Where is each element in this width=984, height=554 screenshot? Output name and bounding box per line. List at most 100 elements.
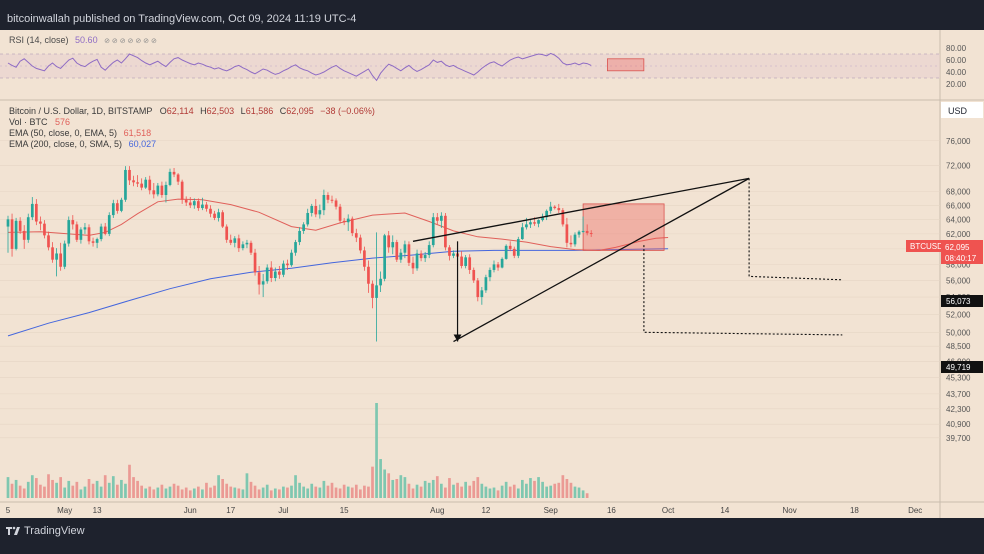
candle-body — [213, 213, 216, 218]
volume-bar — [197, 486, 200, 498]
volume-bar — [172, 483, 176, 498]
chart-area[interactable]: 76,000 72,000 68,000 66,000 64,000 62,000 60,0… — [0, 30, 984, 518]
rsi-settings-icons[interactable]: ⊘ ⊘ ⊘ ⊘ ⊘ ⊘ ⊘ — [104, 38, 157, 45]
candle-body — [359, 237, 362, 251]
volume-bar — [168, 486, 172, 498]
volume-bar — [549, 485, 553, 498]
candle-body — [480, 290, 484, 298]
candle-body — [399, 252, 403, 260]
candle-body — [91, 241, 95, 243]
tradingview-logo[interactable]: TradingView — [6, 525, 85, 537]
volume-bar — [322, 480, 326, 498]
candle-body — [407, 244, 411, 263]
volume-bar — [180, 489, 184, 498]
volume-bar — [391, 479, 395, 498]
time-tick-label: 17 — [226, 506, 235, 515]
candle-body — [529, 222, 532, 225]
time-tick-label: 16 — [607, 506, 616, 515]
candle-body — [265, 267, 269, 282]
volume-bar — [395, 479, 399, 498]
volume-bar — [83, 486, 87, 498]
candle-body — [448, 247, 451, 256]
volume-bar — [488, 488, 492, 498]
candle-body — [201, 204, 204, 209]
volume-bar — [419, 486, 423, 498]
volume-legend: Vol · BTC 576 — [9, 117, 70, 127]
time-tick-label: Nov — [783, 506, 797, 515]
volume-bar — [326, 485, 330, 498]
candle-body — [286, 263, 289, 266]
candle-body — [144, 179, 148, 188]
currency-button[interactable] — [941, 102, 983, 118]
candle-body — [128, 169, 131, 181]
candle-body — [310, 205, 314, 213]
volume-legend-label: Vol · BTC — [9, 117, 48, 127]
candle-body — [95, 239, 99, 243]
candle-body — [549, 206, 553, 211]
candle-body — [314, 205, 318, 215]
candle-body — [18, 220, 22, 231]
candle-body — [35, 203, 38, 222]
volume-bar — [367, 486, 370, 498]
candle-body — [521, 227, 524, 240]
candle-body — [71, 220, 75, 225]
candle-body — [581, 230, 585, 232]
volume-bar — [51, 479, 54, 498]
volume-bar — [111, 476, 115, 498]
time-tick-label: 14 — [720, 506, 729, 515]
volume-bar — [298, 482, 301, 498]
volume-bar — [342, 484, 346, 498]
volume-bar — [75, 481, 79, 498]
volume-bar — [107, 482, 111, 498]
candle-body — [184, 199, 188, 203]
rsi-legend: RSI (14, close) 50.60 ⊘ ⊘ ⊘ ⊘ ⊘ ⊘ ⊘ — [9, 35, 157, 45]
candle-body — [261, 281, 265, 285]
volume-bar — [221, 479, 224, 498]
candle-body — [391, 242, 395, 248]
time-tick-label: Aug — [430, 506, 444, 515]
volume-bar — [508, 486, 512, 498]
volume-bar — [116, 484, 119, 498]
candle-body — [383, 235, 386, 279]
volume-bar — [411, 488, 415, 498]
volume-bar — [14, 479, 18, 498]
time-tick-label: 13 — [93, 506, 102, 515]
rsi-line — [7, 52, 592, 82]
candle-body — [585, 230, 589, 234]
volume-bar — [334, 487, 338, 498]
volume-bar — [59, 477, 62, 498]
candle-body — [22, 230, 26, 240]
candle-body — [282, 263, 285, 275]
candle-body — [577, 231, 581, 235]
volume-bar — [30, 475, 34, 498]
candle-body — [387, 235, 391, 248]
candle-body — [326, 195, 330, 200]
volume-bar — [452, 484, 455, 498]
candle-body — [431, 217, 435, 246]
candle-body — [241, 244, 245, 249]
volume-bar — [314, 486, 318, 498]
publisher-bar: bitcoinwallah published on TradingView.c… — [0, 0, 984, 30]
candle-body — [512, 248, 516, 256]
volume-bar — [448, 478, 451, 498]
volume-bar — [581, 490, 585, 498]
ema50-legend: EMA (50, close, 0, EMA, 5) 61,518 — [9, 128, 151, 138]
candle-body — [55, 253, 58, 260]
candle-body — [278, 271, 281, 275]
price-tick-label: 68,000 — [946, 188, 971, 197]
target-1-tag — [941, 295, 983, 307]
volume-bar — [209, 487, 212, 498]
price-tick-label: 66,000 — [946, 201, 971, 210]
volume-bar — [537, 477, 540, 498]
candle-body — [496, 264, 500, 268]
candle-body — [504, 245, 508, 259]
wedge-upper-line — [412, 177, 750, 242]
candle-body — [99, 226, 103, 240]
price-chart-svg[interactable]: 76,000 72,000 68,000 66,000 64,000 62,000 60,0… — [0, 30, 984, 518]
rsi-tick-label: 60.00 — [946, 56, 967, 65]
volume-bar — [346, 486, 350, 498]
volume-bar — [460, 486, 463, 498]
volume-bar — [237, 488, 241, 498]
price-tick-label: 64,000 — [946, 215, 971, 224]
volume-bar — [561, 475, 565, 498]
